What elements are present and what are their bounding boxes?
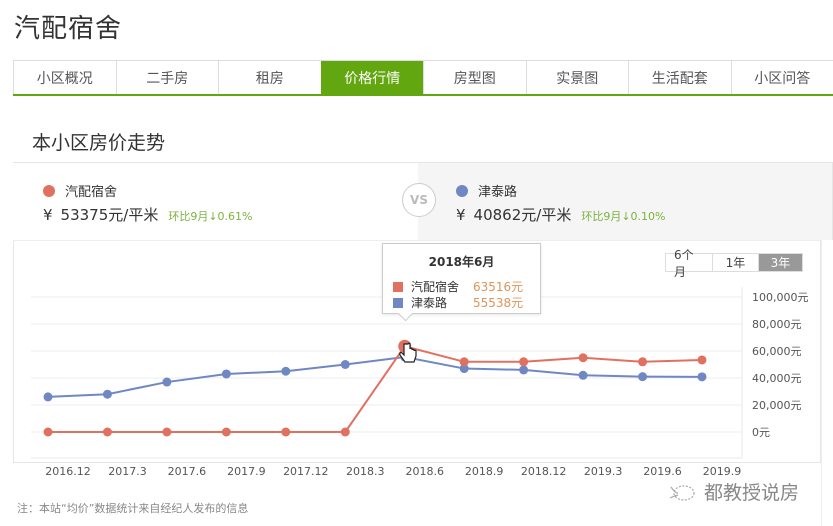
tab-0[interactable]: 小区概况 bbox=[13, 61, 116, 94]
compare-left-price: ¥ 53375元/平米 环比9月↓0.61% bbox=[43, 204, 253, 225]
tab-1[interactable]: 二手房 bbox=[115, 61, 218, 94]
x-axis-tick-label: 2017.6 bbox=[167, 465, 207, 478]
compare-right: 津泰路 ¥ 40862元/平米 环比9月↓0.10% bbox=[418, 163, 833, 240]
tooltip-series-name: 汽配宿舍 bbox=[411, 280, 460, 294]
x-axis-tick-label: 2018.3 bbox=[346, 465, 385, 478]
x-axis-tick-label: 2017.12 bbox=[283, 465, 329, 478]
yen-icon: ¥ bbox=[43, 206, 53, 224]
y-axis-tick-label: 40,000元 bbox=[752, 372, 802, 385]
tooltip-row: 津泰路 bbox=[393, 294, 447, 311]
vs-badge: VS bbox=[402, 183, 436, 217]
compare-left-change: 环比9月↓0.61% bbox=[168, 210, 253, 223]
tab-3[interactable]: 价格行情 bbox=[320, 61, 423, 94]
x-axis-tick-label: 2018.6 bbox=[405, 465, 444, 478]
compare-right-price: ¥ 40862元/平米 环比9月↓0.10% bbox=[456, 204, 666, 225]
compare-right-name: 津泰路 bbox=[456, 181, 517, 200]
compare-panel: 汽配宿舍 ¥ 53375元/平米 环比9月↓0.61% 津泰路 ¥ 40862元… bbox=[13, 162, 833, 240]
right-border bbox=[821, 240, 833, 526]
compare-right-label: 津泰路 bbox=[478, 185, 518, 200]
x-axis-tick-label: 2017.9 bbox=[227, 465, 266, 478]
section-title: 本小区房价走势 bbox=[32, 132, 166, 154]
compare-right-change: 环比9月↓0.10% bbox=[581, 210, 666, 223]
wechat-icon bbox=[669, 484, 695, 501]
tooltip-series-value: 55538元 bbox=[473, 296, 524, 310]
red-square-icon bbox=[393, 281, 403, 292]
x-axis-tick-label: 2019.3 bbox=[583, 465, 623, 478]
tooltip-series-name: 津泰路 bbox=[411, 296, 448, 310]
range-button-2[interactable]: 3年 bbox=[758, 254, 802, 271]
y-axis-tick-label: 100,000元 bbox=[752, 291, 809, 304]
range-button-0[interactable]: 6个月 bbox=[666, 248, 712, 279]
range-button-1[interactable]: 1年 bbox=[712, 254, 758, 271]
x-axis-tick-label: 2016.12 bbox=[45, 465, 91, 478]
tab-5[interactable]: 实景图 bbox=[525, 61, 628, 94]
red-dot-icon bbox=[43, 184, 55, 197]
y-axis-tick-label: 80,000元 bbox=[752, 318, 802, 331]
range-toggle: 6个月 1年 3年 bbox=[665, 248, 803, 279]
tooltip-title: 2018年6月 bbox=[428, 255, 495, 269]
watermark-text: 都教授说房 bbox=[704, 482, 800, 504]
hand-cursor-icon bbox=[399, 342, 417, 363]
tab-2[interactable]: 租房 bbox=[218, 61, 321, 94]
blue-square-icon bbox=[393, 297, 403, 308]
chart-tooltip: 2018年6月 汽配宿舍 63516元 津泰路 55538元 bbox=[382, 243, 541, 314]
compare-left: 汽配宿舍 ¥ 53375元/平米 环比9月↓0.61% bbox=[13, 163, 418, 240]
tab-4[interactable]: 房型图 bbox=[423, 61, 526, 94]
x-axis-tick-label: 2018.12 bbox=[520, 465, 567, 478]
y-axis-tick-label: 60,000元 bbox=[752, 345, 802, 358]
footnote: 注：本站“均价”数据统计来自经纪人发布的信息 bbox=[17, 502, 249, 515]
compare-right-price-value: 40862元/平米 bbox=[473, 206, 572, 224]
x-axis-tick-label: 2018.9 bbox=[464, 465, 504, 478]
x-axis-tick-label: 2019.6 bbox=[643, 465, 682, 478]
x-axis-tick-label: 2017.3 bbox=[108, 465, 147, 478]
watermark: 都教授说房 bbox=[668, 478, 799, 505]
tab-bar: 小区概况 二手房 租房 价格行情 房型图 实景图 生活配套 小区问答 bbox=[13, 60, 833, 96]
tooltip-series-value: 63516元 bbox=[473, 280, 524, 294]
blue-dot-icon bbox=[456, 184, 468, 197]
compare-left-label: 汽配宿舍 bbox=[65, 185, 118, 200]
page-title: 汽配宿舍 bbox=[14, 14, 123, 44]
tooltip-row: 汽配宿舍 bbox=[393, 278, 459, 295]
y-axis-tick-label: 0元 bbox=[752, 426, 770, 439]
x-axis-tick-label: 2019.9 bbox=[702, 465, 742, 478]
tab-7[interactable]: 小区问答 bbox=[730, 61, 833, 94]
compare-left-name: 汽配宿舍 bbox=[43, 181, 117, 200]
yen-icon: ¥ bbox=[456, 206, 466, 224]
y-axis-tick-label: 20,000元 bbox=[752, 399, 802, 412]
compare-left-price-value: 53375元/平米 bbox=[60, 206, 159, 224]
tab-6[interactable]: 生活配套 bbox=[628, 61, 731, 94]
